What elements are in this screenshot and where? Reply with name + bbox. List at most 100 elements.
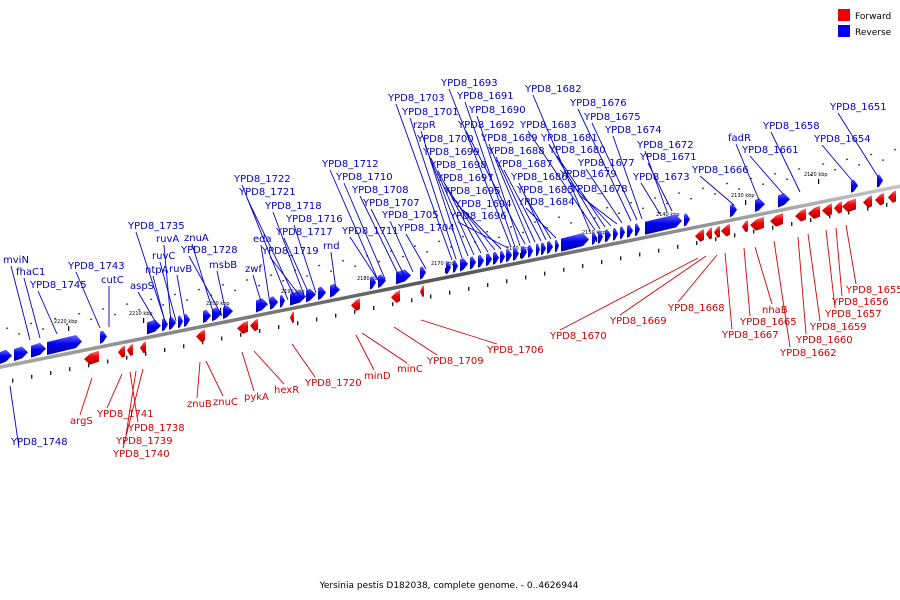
- gene-label-reverse[interactable]: ruvC: [152, 251, 175, 262]
- gene-label-reverse[interactable]: ntpA: [145, 265, 169, 276]
- gene-label-reverse[interactable]: cutC: [101, 275, 124, 286]
- gene-label-reverse[interactable]: znuA: [184, 233, 209, 244]
- forward-gene-arrow[interactable]: [721, 223, 730, 237]
- reverse-gene-arrow[interactable]: [31, 342, 46, 358]
- reverse-gene-arrow[interactable]: [506, 249, 512, 263]
- forward-gene-arrow[interactable]: [196, 329, 205, 343]
- forward-gene-arrow[interactable]: [706, 227, 712, 240]
- gene-label-reverse[interactable]: YPD8_1700: [416, 134, 474, 145]
- forward-gene-arrow[interactable]: [695, 228, 704, 242]
- reverse-gene-arrow[interactable]: [605, 229, 611, 243]
- reverse-gene-arrow[interactable]: [147, 319, 161, 335]
- reverse-gene-arrow[interactable]: [184, 313, 190, 327]
- gene-label-reverse[interactable]: YPD8_1672: [636, 140, 694, 151]
- reverse-gene-arrow[interactable]: [318, 286, 326, 301]
- gene-label-reverse[interactable]: mviN: [3, 255, 29, 266]
- reverse-gene-arrow[interactable]: [555, 239, 559, 253]
- gene-label-forward[interactable]: YPD8_1670: [549, 331, 607, 342]
- gene-label-reverse[interactable]: YPD8_1691: [456, 91, 514, 102]
- gene-label-reverse[interactable]: fadR: [728, 133, 751, 144]
- reverse-gene-arrow[interactable]: [420, 266, 426, 280]
- gene-label-forward[interactable]: YPD8_1660: [795, 335, 853, 346]
- reverse-gene-arrow[interactable]: [486, 253, 492, 267]
- gene-label-reverse[interactable]: YPD8_1699: [422, 147, 480, 158]
- gene-label-forward[interactable]: pykA: [244, 392, 269, 403]
- gene-label-reverse[interactable]: YPD8_1703: [387, 93, 445, 104]
- reverse-gene-arrow[interactable]: [396, 269, 411, 285]
- gene-label-reverse[interactable]: YPD8_1712: [321, 159, 379, 170]
- reverse-gene-arrow[interactable]: [521, 246, 527, 260]
- reverse-gene-arrow[interactable]: [778, 193, 790, 208]
- reverse-gene-arrow[interactable]: [453, 259, 458, 273]
- gene-label-reverse[interactable]: YPD8_1722: [233, 174, 291, 185]
- reverse-gene-arrow[interactable]: [493, 251, 499, 265]
- forward-gene-arrow[interactable]: [795, 208, 806, 222]
- reverse-gene-arrow[interactable]: [370, 276, 376, 290]
- gene-label-reverse[interactable]: YPD8_1685: [516, 185, 574, 196]
- gene-label-reverse[interactable]: YPD8_1673: [632, 172, 690, 183]
- reverse-gene-arrow[interactable]: [14, 346, 28, 362]
- forward-gene-arrow[interactable]: [834, 201, 842, 214]
- reverse-gene-arrow[interactable]: [645, 214, 682, 235]
- forward-gene-arrow[interactable]: [888, 190, 896, 203]
- forward-gene-arrow[interactable]: [420, 285, 424, 298]
- forward-gene-arrow[interactable]: [863, 195, 872, 208]
- gene-label-reverse[interactable]: YPD8_1694: [454, 199, 512, 210]
- gene-label-reverse[interactable]: ruvB: [169, 264, 192, 275]
- reverse-gene-arrow[interactable]: [598, 230, 603, 244]
- reverse-gene-arrow[interactable]: [528, 244, 533, 258]
- gene-label-reverse[interactable]: YPD8_1697: [436, 173, 494, 184]
- gene-label-reverse[interactable]: YPD8_1666: [691, 165, 749, 176]
- reverse-gene-arrow[interactable]: [592, 231, 597, 245]
- forward-gene-arrow[interactable]: [127, 343, 133, 356]
- forward-gene-arrow[interactable]: [842, 198, 856, 213]
- gene-label-reverse[interactable]: YPD8_1719: [261, 246, 319, 257]
- gene-label-forward[interactable]: YPD8_1739: [115, 436, 173, 447]
- gene-label-forward[interactable]: nhaB: [762, 305, 788, 316]
- gene-label-reverse[interactable]: YPD8_1683: [519, 120, 577, 131]
- gene-label-reverse[interactable]: YPD8_1688: [487, 146, 545, 157]
- forward-gene-arrow[interactable]: [351, 298, 360, 311]
- gene-label-reverse[interactable]: YPD8_1676: [569, 98, 627, 109]
- gene-label-reverse[interactable]: YPD8_1721: [238, 187, 296, 198]
- gene-label-forward[interactable]: YPD8_1662: [779, 348, 837, 359]
- gene-label-forward[interactable]: minD: [364, 371, 391, 382]
- reverse-gene-arrow[interactable]: [378, 274, 386, 288]
- reverse-gene-arrow[interactable]: [446, 261, 451, 275]
- reverse-gene-arrow[interactable]: [536, 243, 540, 257]
- forward-gene-arrow[interactable]: [742, 220, 748, 233]
- gene-label-reverse[interactable]: YPD8_1701: [401, 107, 459, 118]
- reverse-gene-arrow[interactable]: [256, 298, 268, 313]
- reverse-gene-arrow[interactable]: [730, 203, 737, 218]
- gene-label-reverse[interactable]: YPD8_1671: [639, 152, 697, 163]
- reverse-gene-arrow[interactable]: [460, 257, 468, 272]
- reverse-gene-arrow[interactable]: [513, 247, 519, 261]
- gene-label-reverse[interactable]: YPD8_1717: [275, 227, 333, 238]
- reverse-gene-arrow[interactable]: [500, 250, 505, 264]
- gene-label-reverse[interactable]: YPD8_1728: [180, 245, 238, 256]
- gene-label-reverse[interactable]: YPD8_1687: [495, 159, 553, 170]
- gene-label-forward[interactable]: YPD8_1655: [845, 285, 900, 296]
- gene-label-reverse[interactable]: YPD8_1745: [29, 280, 87, 291]
- forward-gene-arrow[interactable]: [118, 345, 125, 358]
- gene-label-reverse[interactable]: YPD8_1710: [335, 172, 393, 183]
- gene-label-reverse[interactable]: YPD8_1681: [540, 133, 598, 144]
- gene-label-forward[interactable]: minC: [397, 364, 423, 375]
- gene-label-forward[interactable]: YPD8_1659: [809, 322, 867, 333]
- reverse-gene-arrow[interactable]: [755, 198, 765, 213]
- gene-label-reverse[interactable]: YPD8_1674: [604, 125, 662, 136]
- reverse-gene-arrow[interactable]: [635, 223, 640, 237]
- gene-label-forward[interactable]: znuB: [187, 399, 212, 410]
- gene-label-reverse[interactable]: YPD8_1679: [559, 169, 617, 180]
- gene-label-reverse[interactable]: YPD8_1690: [468, 105, 526, 116]
- forward-gene-arrow[interactable]: [808, 205, 820, 220]
- gene-label-reverse[interactable]: YPD8_1693: [440, 78, 498, 89]
- reverse-gene-arrow[interactable]: [100, 330, 107, 344]
- gene-label-forward[interactable]: YPD8_1709: [426, 356, 484, 367]
- reverse-gene-arrow[interactable]: [203, 309, 211, 324]
- gene-label-reverse[interactable]: fhaC1: [16, 267, 45, 278]
- forward-gene-arrow[interactable]: [875, 192, 884, 206]
- reverse-gene-arrow[interactable]: [290, 290, 306, 306]
- gene-label-reverse[interactable]: YPD8_1654: [813, 134, 871, 145]
- gene-label-reverse[interactable]: YPD8_1678: [570, 184, 628, 195]
